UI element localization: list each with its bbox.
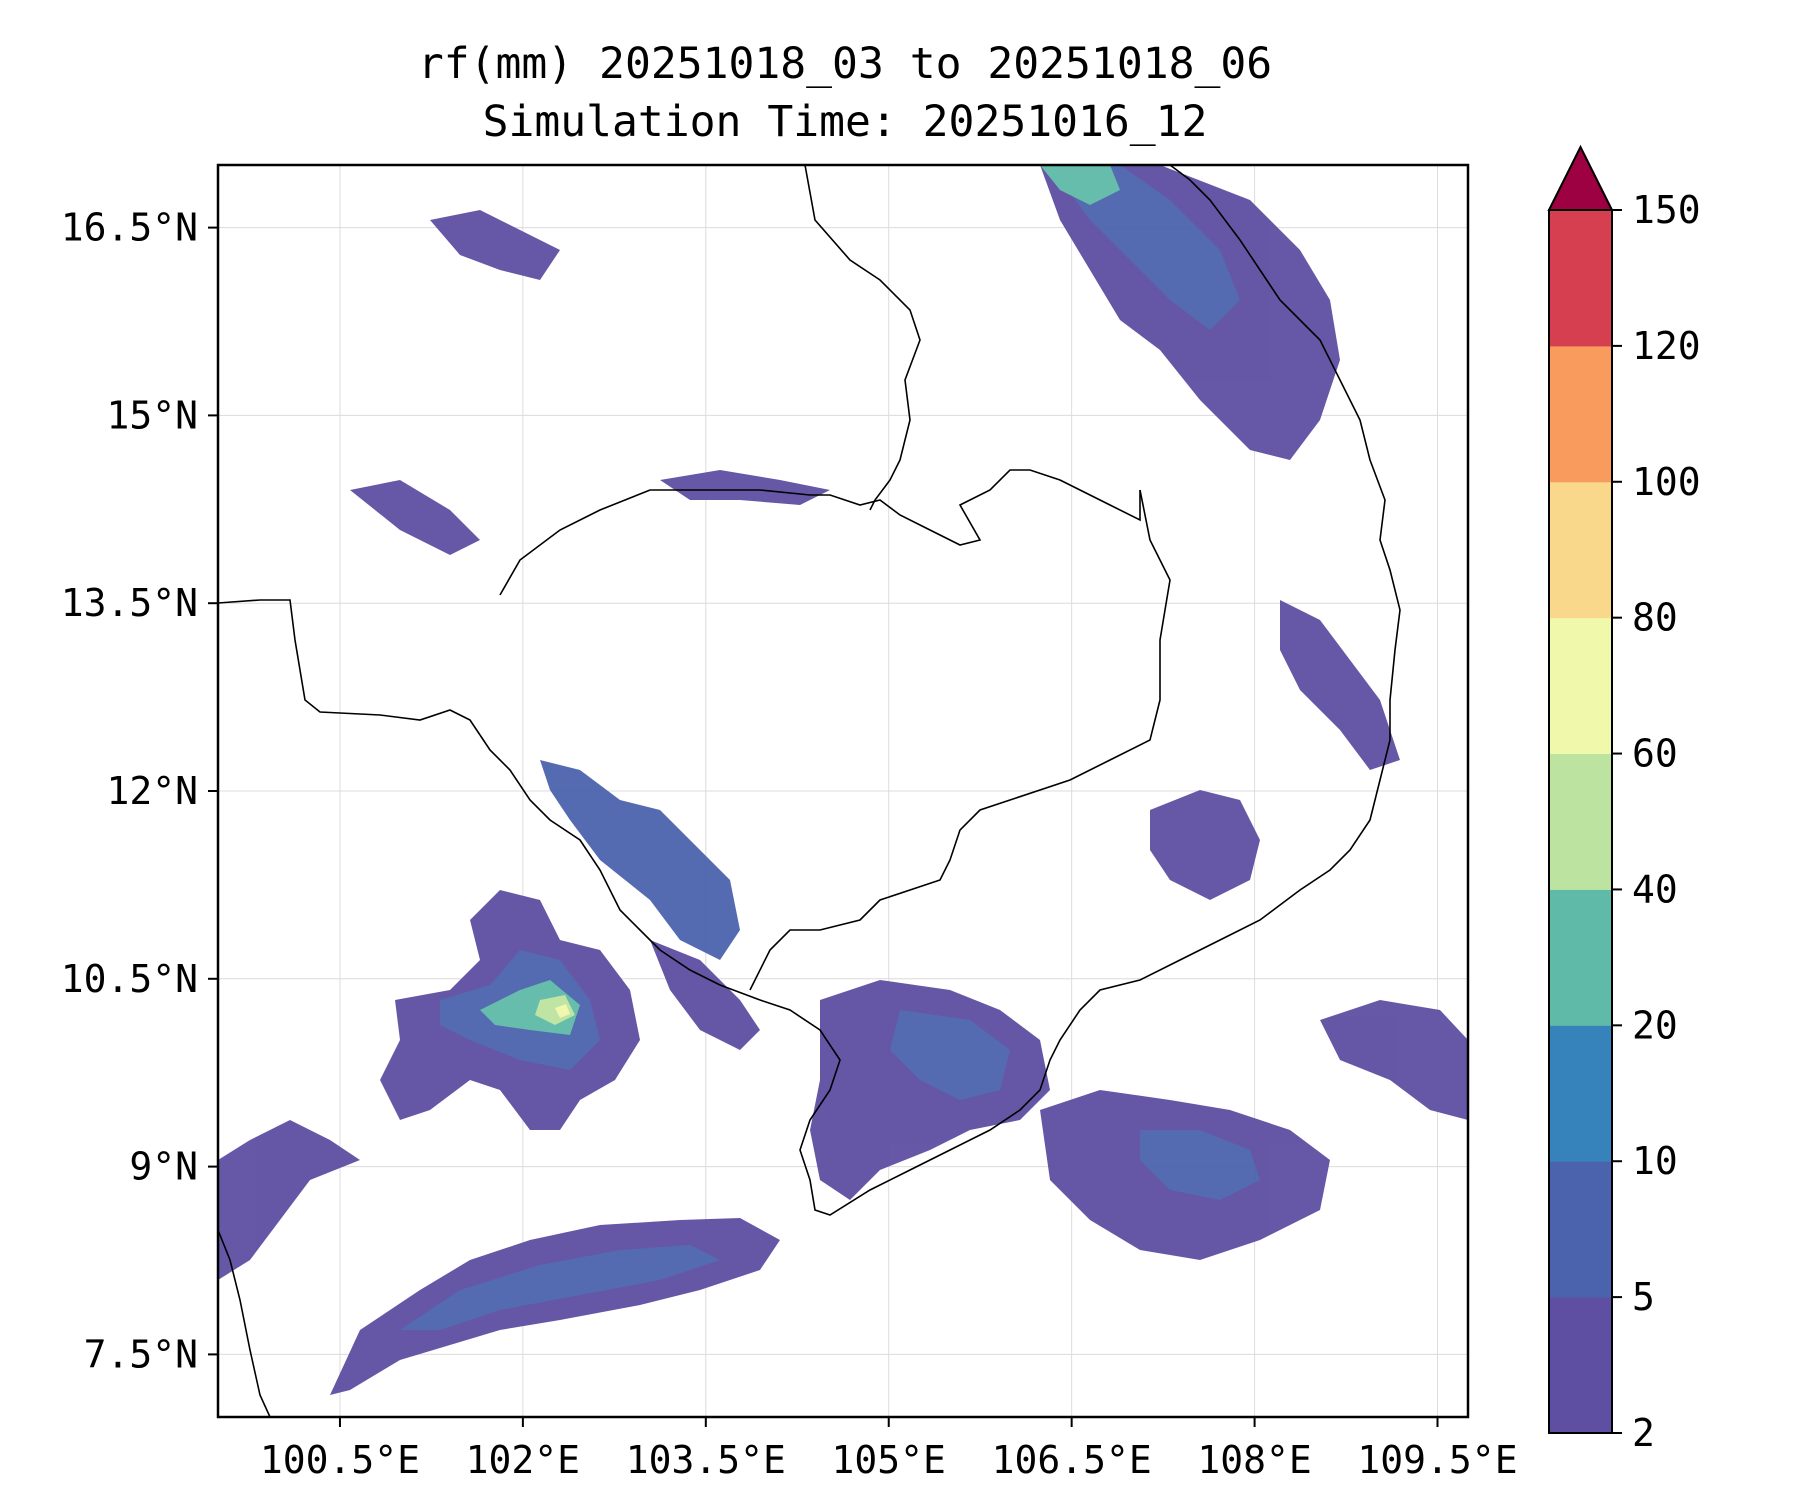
colorbar-label: 80 bbox=[1632, 596, 1678, 640]
border-thailand-cambodia bbox=[218, 599, 481, 736]
x-axis: 100.5°E 102°E 103.5°E 105°E 106.5°E 108°E 109.… bbox=[260, 1417, 1518, 1482]
y-tick-label: 13.5°N bbox=[61, 581, 198, 625]
precip-area-west-gulf-max bbox=[555, 1004, 570, 1018]
precipitation-shading bbox=[218, 165, 1468, 1395]
y-tick-label: 16.5°N bbox=[61, 206, 198, 250]
precip-area-east-edge bbox=[1320, 1000, 1468, 1120]
coast-thailand-west bbox=[218, 1229, 271, 1417]
colorbar-segment bbox=[1549, 1161, 1612, 1298]
colorbar-label: 60 bbox=[1632, 732, 1678, 776]
border-laos-vietnam bbox=[804, 165, 921, 511]
precip-area-west-gulf-peak bbox=[535, 995, 575, 1025]
x-tick-label: 102°E bbox=[466, 1438, 580, 1482]
x-tick-label: 108°E bbox=[1197, 1438, 1311, 1482]
colorbar-extend-arrow bbox=[1547, 144, 1614, 211]
precip-area-east-coast-strip bbox=[1280, 600, 1400, 770]
precip-area-cambodia-coast bbox=[540, 760, 740, 960]
x-tick-label: 105°E bbox=[832, 1438, 946, 1482]
y-axis: 7.5°N 9°N 10.5°N 12°N 13.5°N 15°N 16.5°N bbox=[61, 206, 218, 1376]
colorbar-label: 10 bbox=[1632, 1139, 1678, 1183]
x-tick-label: 103.5°E bbox=[626, 1438, 786, 1482]
colorbar-segment bbox=[1549, 889, 1612, 1026]
coastlines-borders bbox=[218, 165, 1401, 1417]
precip-area-northwest bbox=[430, 210, 560, 280]
precip-area-gulf-east bbox=[650, 940, 760, 1050]
colorbar-label: 5 bbox=[1632, 1275, 1655, 1319]
precip-area-north-coast-core bbox=[1050, 165, 1240, 330]
y-tick-label: 10.5°N bbox=[61, 957, 198, 1001]
border-cambodia-north bbox=[499, 469, 1141, 596]
colorbar-segment bbox=[1549, 1025, 1612, 1162]
border-cambodia-vietnam bbox=[749, 489, 1171, 991]
colorbar-frame bbox=[1548, 209, 1613, 1434]
chart-title-line2: Simulation Time: 20251016_12 bbox=[483, 97, 1208, 147]
precip-area-north-coast-high bbox=[1040, 165, 1120, 205]
y-tick-label: 9°N bbox=[129, 1145, 198, 1189]
precip-area-southeast-sea-core bbox=[1140, 1130, 1260, 1200]
colorbar-segment bbox=[1549, 210, 1612, 347]
colorbar-segment bbox=[1549, 345, 1612, 483]
colorbar-label: 120 bbox=[1632, 324, 1701, 368]
y-tick-label: 12°N bbox=[106, 769, 198, 813]
colorbar-segment bbox=[1549, 617, 1612, 755]
y-tick-label: 7.5°N bbox=[84, 1332, 198, 1376]
precip-area-west-central bbox=[350, 480, 480, 555]
precip-area-west-edge bbox=[218, 1120, 360, 1280]
y-tick-label: 15°N bbox=[106, 393, 198, 437]
map-area bbox=[218, 165, 1468, 1417]
precip-area-mekong-delta-core bbox=[890, 1010, 1010, 1100]
colorbar-label: 100 bbox=[1632, 460, 1701, 504]
precip-area-cambodia-north bbox=[660, 470, 830, 505]
coast-vietnam-south bbox=[759, 165, 1401, 1216]
chart-title-line1: rf(mm) 20251018_03 to 20251018_06 bbox=[418, 39, 1272, 89]
colorbar-segment bbox=[1549, 753, 1612, 890]
colorbar-label: 40 bbox=[1632, 867, 1678, 911]
coast-cambodia bbox=[479, 734, 761, 1001]
gridlines bbox=[218, 165, 1468, 1417]
colorbar-label: 2 bbox=[1632, 1411, 1655, 1455]
colorbar: 2 5 10 20 40 60 80 100 120 150 bbox=[1547, 144, 1701, 1455]
colorbar-label: 150 bbox=[1632, 188, 1701, 232]
precip-area-east-central bbox=[1150, 790, 1260, 900]
x-tick-label: 106.5°E bbox=[992, 1438, 1152, 1482]
x-tick-label: 109.5°E bbox=[1357, 1438, 1517, 1482]
colorbar-segment bbox=[1549, 1297, 1612, 1434]
colorbar-segment bbox=[1549, 481, 1612, 619]
precip-area-south-band-core bbox=[400, 1245, 720, 1330]
x-tick-label: 100.5°E bbox=[260, 1438, 420, 1482]
colorbar-label: 20 bbox=[1632, 1003, 1678, 1047]
